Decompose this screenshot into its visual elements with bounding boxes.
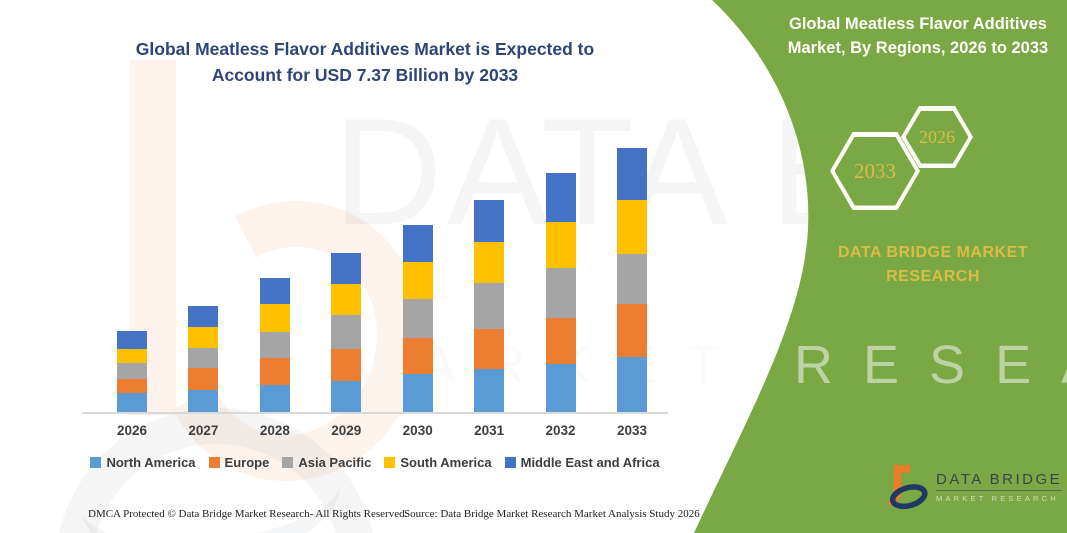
- segment-2027-europe: [188, 367, 219, 391]
- segment-2032-south-america: [545, 222, 576, 269]
- segment-2026-middle-east-and-africa: [117, 331, 147, 349]
- segment-2030-south-america: [402, 262, 433, 299]
- dmca-footer-text: DMCA Protected © Data Bridge Market Rese…: [88, 508, 408, 520]
- x-tick-2033: 2033: [616, 423, 647, 438]
- legend-swatch-icon: [504, 457, 516, 468]
- segment-2028-europe: [259, 357, 290, 386]
- segment-2028-asia-pacific: [259, 332, 290, 358]
- segment-2027-south-america: [188, 327, 219, 348]
- segment-2028-middle-east-and-africa: [259, 278, 290, 304]
- segment-2031-north-america: [474, 369, 505, 412]
- legend-label: Asia Pacific: [298, 455, 372, 470]
- segment-2030-middle-east-and-africa: [402, 225, 433, 263]
- segment-2028-north-america: [259, 385, 290, 412]
- legend-item-north-america: North America: [90, 455, 196, 470]
- x-tick-2027: 2027: [188, 423, 219, 438]
- segment-2032-north-america: [545, 364, 576, 412]
- segment-2027-asia-pacific: [188, 347, 219, 368]
- legend-item-asia-pacific: Asia Pacific: [282, 455, 371, 470]
- bar-2033: [616, 148, 647, 412]
- bar-2026: [117, 331, 147, 412]
- legend-label: Middle East and Africa: [520, 455, 660, 470]
- segment-2030-north-america: [402, 374, 433, 412]
- segment-2030-europe: [402, 337, 433, 375]
- stacked-bar-chart: 2026 2027 2028 2029 2030 2031 2032 2033: [82, 146, 668, 438]
- bar-2027: [188, 305, 219, 412]
- x-axis-labels: 2026 2027 2028 2029 2030 2031 2032 2033: [82, 423, 668, 438]
- segment-2031-south-america: [474, 241, 505, 284]
- legend-swatch-icon: [208, 457, 220, 468]
- legend-item-middle-east-and-africa: Middle East and Africa: [504, 455, 660, 470]
- source-footer-text: Source: Data Bridge Market Research Mark…: [404, 508, 700, 520]
- segment-2029-middle-east-and-africa: [331, 252, 362, 285]
- segment-2031-middle-east-and-africa: [474, 200, 505, 242]
- legend-swatch-icon: [90, 457, 102, 468]
- market-research-watermark-row: MARKET RESEARCH: [345, 335, 1067, 395]
- segment-2031-asia-pacific: [474, 283, 505, 329]
- bar-2028: [259, 278, 290, 412]
- segment-2029-south-america: [331, 284, 362, 315]
- logo-divider: [936, 490, 1063, 491]
- segment-2026-north-america: [117, 393, 147, 412]
- segment-2033-europe: [616, 304, 647, 357]
- segment-2032-europe: [545, 317, 576, 365]
- segment-2029-europe: [331, 348, 362, 381]
- segment-2027-middle-east-and-africa: [188, 305, 219, 328]
- segment-2032-asia-pacific: [545, 268, 576, 318]
- bar-2032: [545, 172, 576, 412]
- x-tick-2029: 2029: [331, 423, 362, 438]
- segment-2031-europe: [474, 328, 505, 370]
- logo-title: DATA BRIDGE: [936, 471, 1063, 488]
- side-panel-heading: Global Meatless Flavor Additives Market,…: [787, 15, 1049, 57]
- hexagon-2026: 2026: [901, 106, 973, 168]
- segment-2026-asia-pacific: [117, 363, 147, 379]
- segment-2029-north-america: [331, 380, 362, 412]
- chart-bars: [82, 146, 668, 414]
- x-tick-2028: 2028: [259, 423, 290, 438]
- bar-2029: [331, 252, 362, 412]
- x-tick-2030: 2030: [402, 423, 433, 438]
- legend-swatch-icon: [282, 457, 294, 468]
- legend-label: South America: [400, 455, 492, 470]
- chart-legend: North America Europe Asia Pacific South Ame…: [70, 455, 680, 470]
- hexagon-2026-label: 2026: [919, 126, 955, 147]
- legend-item-south-america: South America: [384, 455, 492, 470]
- segment-2027-north-america: [188, 390, 219, 412]
- segment-2026-europe: [117, 378, 147, 394]
- x-tick-2031: 2031: [474, 423, 505, 438]
- data-bridge-logo-icon: [886, 465, 928, 510]
- hexagon-2033-label: 2033: [854, 158, 896, 183]
- legend-item-europe: Europe: [208, 455, 270, 470]
- bar-2031: [474, 200, 505, 412]
- side-panel-brand-text: DATA BRIDGE MARKET RESEARCH: [837, 244, 1029, 285]
- segment-2033-south-america: [616, 199, 647, 255]
- legend-label: North America: [106, 455, 196, 470]
- bar-2030: [402, 225, 433, 412]
- segment-2026-south-america: [117, 348, 147, 364]
- logo-subtitle: MARKET RESEARCH: [936, 494, 1059, 503]
- segment-2030-asia-pacific: [402, 298, 433, 338]
- segment-2029-asia-pacific: [331, 314, 362, 349]
- legend-swatch-icon: [384, 457, 396, 468]
- segment-2032-middle-east-and-africa: [545, 172, 576, 223]
- page-title: Global Meatless Flavor Additives Market …: [135, 39, 595, 86]
- hexagon-2033: 2033: [830, 132, 920, 210]
- segment-2033-asia-pacific: [616, 254, 647, 305]
- x-tick-2032: 2032: [545, 423, 576, 438]
- x-tick-2026: 2026: [116, 423, 148, 438]
- data-bridge-logo: DATA BRIDGE MARKET RESEARCH: [884, 461, 1063, 513]
- segment-2028-south-america: [259, 303, 290, 333]
- segment-2033-north-america: [616, 356, 647, 412]
- legend-label: Europe: [224, 455, 270, 470]
- segment-2033-middle-east-and-africa: [616, 148, 647, 200]
